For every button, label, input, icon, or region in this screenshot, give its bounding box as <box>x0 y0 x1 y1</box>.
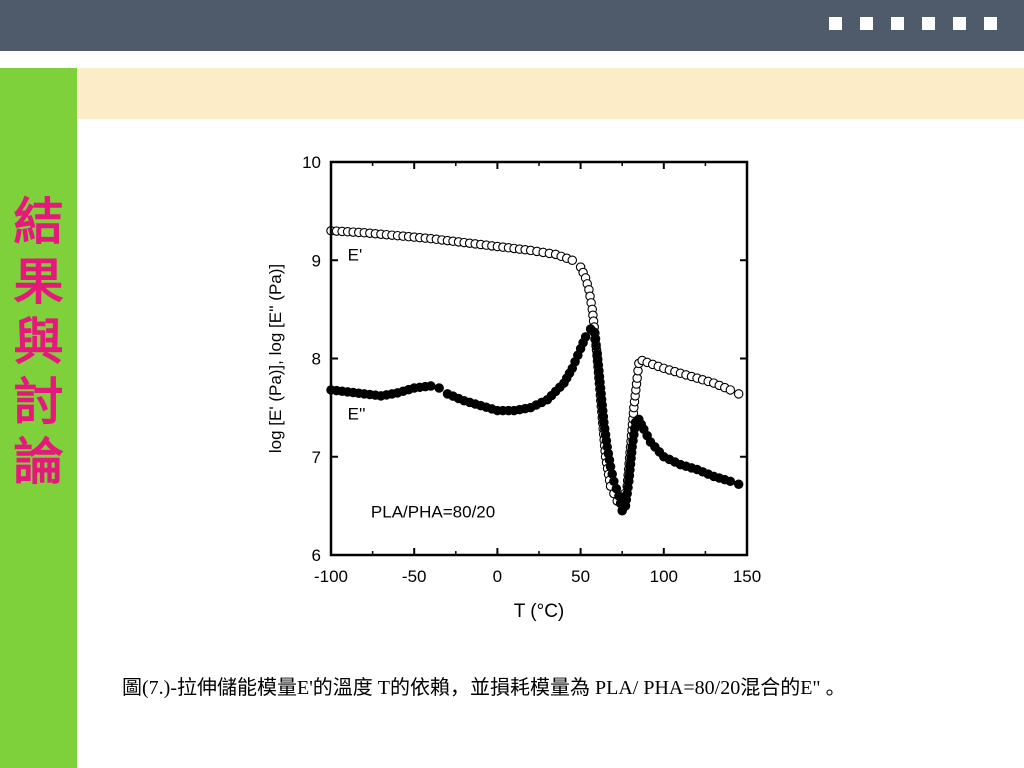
chart-annotation: PLA/PHA=80/20 <box>371 503 495 522</box>
header-square <box>953 17 966 30</box>
header-square <box>891 17 904 30</box>
x-tick-label: 0 <box>493 567 502 586</box>
header-square <box>984 17 997 30</box>
sidebar-title-char: 果 <box>13 252 64 311</box>
y-tick-label: 7 <box>312 448 321 467</box>
x-tick-label: 150 <box>733 567 761 586</box>
series-label: E'' <box>348 404 366 423</box>
section-title: 結果與討論 <box>0 192 77 492</box>
y-tick-label: 8 <box>312 350 321 369</box>
figure-caption: 圖(7.)-拉伸儲能模量E'的溫度 T的依賴，並損耗模量為 PLA/ PHA=8… <box>122 677 846 699</box>
e-double-prime-point <box>434 383 444 393</box>
plot-frame <box>329 160 749 557</box>
x-tick-label: -50 <box>402 567 427 586</box>
dma-chart: -100 -50 0 50 100 150 6 7 8 9 10 T (°C) log [E' (Pa)… <box>266 153 761 622</box>
e-double-prime-point <box>426 381 436 391</box>
e-double-prime-point <box>580 332 591 342</box>
y-tick-label: 6 <box>312 546 321 565</box>
e-double-prime-point <box>733 479 744 490</box>
y-axis-label: log [E' (Pa)], log [E'' (Pa)] <box>266 264 285 453</box>
y-tick-label: 10 <box>302 153 321 172</box>
header-square <box>829 17 842 30</box>
x-axis-label: T (°C) <box>514 601 565 622</box>
sidebar-title-char: 結 <box>13 192 64 251</box>
y-tick-label: 9 <box>312 251 321 270</box>
header-square <box>860 17 873 30</box>
e-double-prime-point <box>725 476 736 487</box>
x-tick-label: -100 <box>314 567 348 586</box>
sidebar-title-char: 論 <box>13 432 64 491</box>
sidebar-title-char: 討 <box>13 372 64 431</box>
sidebar: 結果與討論 <box>0 68 77 768</box>
e-prime-point <box>725 385 736 395</box>
e-prime-point <box>567 255 578 266</box>
sidebar-title-char: 與 <box>13 312 64 371</box>
x-tick-label: 100 <box>650 567 678 586</box>
e-prime-point <box>733 389 744 399</box>
top-bar <box>0 0 1024 51</box>
header-strip <box>77 68 1024 119</box>
series-label: E' <box>348 245 363 264</box>
header-square <box>922 17 935 30</box>
x-tick-label: 50 <box>571 567 590 586</box>
